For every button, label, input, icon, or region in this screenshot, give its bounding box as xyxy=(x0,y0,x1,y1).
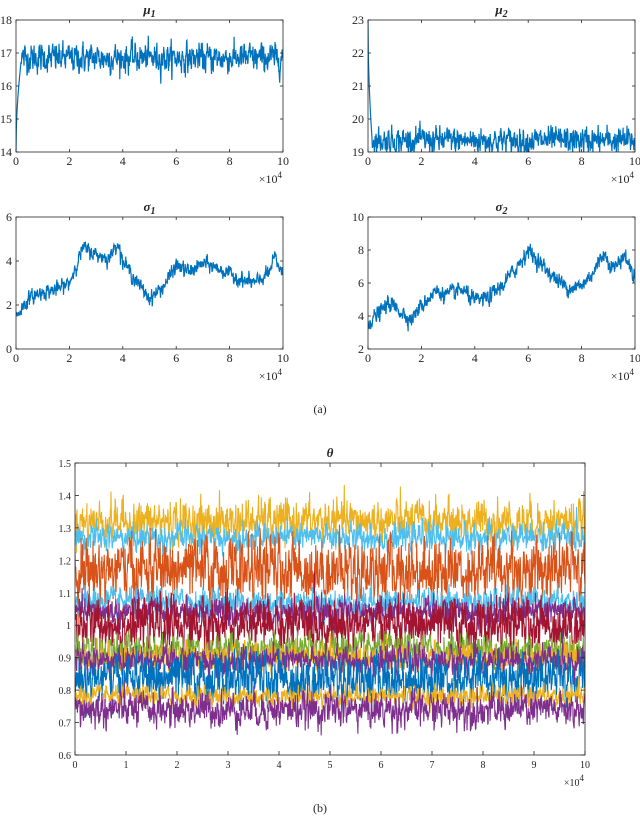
series-line-12 xyxy=(75,680,585,736)
x-tick-label: 6 xyxy=(379,760,384,771)
x-tick-label: 10 xyxy=(277,351,289,365)
y-tick-label: 6 xyxy=(6,210,12,224)
x-tick-label: 5 xyxy=(328,760,333,771)
y-tick-label: 21 xyxy=(352,79,364,93)
x-tick-label: 6 xyxy=(525,154,531,168)
series-line-1 xyxy=(368,243,635,332)
x-tick-label: 8 xyxy=(227,154,233,168)
x-tick-label: 9 xyxy=(532,760,537,771)
series-line-3 xyxy=(75,524,585,624)
y-tick-label: 0.6 xyxy=(59,751,72,762)
y-tick-label: 19 xyxy=(352,145,364,159)
x-tick-label: 0 xyxy=(13,154,19,168)
x-tick-label: 2 xyxy=(418,154,424,168)
x-exponent-label: ×104 xyxy=(259,367,283,383)
y-tick-label: 23 xyxy=(352,13,364,27)
x-tick-label: 0 xyxy=(365,154,371,168)
x-tick-label: 0 xyxy=(365,351,371,365)
axes-box xyxy=(15,216,284,350)
y-tick-label: 2 xyxy=(358,342,364,356)
x-tick-label: 2 xyxy=(175,760,180,771)
x-exponent-label: ×104 xyxy=(259,170,283,186)
x-exponent-label: ×104 xyxy=(611,170,635,186)
x-exponent-label: ×104 xyxy=(564,773,585,789)
series-group xyxy=(16,35,283,152)
caption-a: (a) xyxy=(313,402,326,416)
chart-title: μ2 xyxy=(494,2,507,20)
y-tick-label: 2 xyxy=(6,298,12,312)
x-tick-label: 0 xyxy=(13,351,19,365)
y-tick-label: 18 xyxy=(0,13,12,27)
y-tick-label: 16 xyxy=(0,79,12,93)
x-tick-label: 4 xyxy=(277,760,282,771)
chart-title: θ xyxy=(327,445,334,460)
x-tick-label: 4 xyxy=(120,351,126,365)
y-tick-label: 4 xyxy=(6,254,12,268)
series-line-1 xyxy=(16,35,283,152)
x-tick-label: 1 xyxy=(124,760,129,771)
x-tick-label: 6 xyxy=(173,351,179,365)
y-tick-label: 22 xyxy=(352,46,364,60)
x-tick-label: 6 xyxy=(525,351,531,365)
y-tick-label: 6 xyxy=(358,276,364,290)
y-tick-label: 0.8 xyxy=(59,686,72,697)
series-group xyxy=(16,241,283,317)
chart-title: σ1 xyxy=(143,199,155,217)
chart-title: μ1 xyxy=(142,2,155,20)
x-tick-label: 7 xyxy=(430,760,435,771)
y-tick-label: 1.1 xyxy=(59,589,72,600)
x-tick-label: 2 xyxy=(66,351,72,365)
x-tick-label: 0 xyxy=(73,760,78,771)
chart-sigma1: 0 2 4 6 8 10 0 2 4 6 ×104 σ1 xyxy=(6,199,289,383)
chart-mu2: 0 2 4 6 8 10 19 20 21 22 23 ×104 μ2 xyxy=(352,2,640,186)
y-tick-label: 1.2 xyxy=(59,556,72,567)
x-tick-label: 8 xyxy=(481,760,486,771)
y-tick-label: 20 xyxy=(352,112,364,126)
series-group xyxy=(368,20,635,152)
y-tick-label: 1.5 xyxy=(59,459,72,470)
series-group xyxy=(368,243,635,332)
series-line-1 xyxy=(16,241,283,317)
x-tick-label: 6 xyxy=(173,154,179,168)
series-group xyxy=(75,484,585,736)
chart-title: σ2 xyxy=(495,199,507,217)
axes-box xyxy=(15,19,284,153)
x-tick-label: 10 xyxy=(629,154,640,168)
y-tick-label: 1.3 xyxy=(59,524,72,535)
x-tick-label: 3 xyxy=(226,760,231,771)
y-tick-label: 10 xyxy=(352,210,364,224)
series-line-1 xyxy=(368,20,635,152)
x-tick-label: 10 xyxy=(580,760,590,771)
series-line-1 xyxy=(75,484,585,555)
x-tick-label: 2 xyxy=(418,351,424,365)
y-tick-label: 0 xyxy=(6,342,12,356)
x-tick-label: 4 xyxy=(120,154,126,168)
x-tick-label: 10 xyxy=(629,351,640,365)
x-tick-label: 10 xyxy=(277,154,289,168)
x-tick-label: 4 xyxy=(472,351,478,365)
y-tick-label: 0.9 xyxy=(59,654,72,665)
x-tick-label: 2 xyxy=(66,154,72,168)
y-tick-label: 4 xyxy=(358,309,364,323)
x-tick-label: 8 xyxy=(227,351,233,365)
x-tick-label: 8 xyxy=(579,154,585,168)
chart-theta: 0 1 2 3 4 5 6 7 8 9 10 0.6 0.7 0.8 0.9 1 1.1 1.2 1.3 1.4 1.5… xyxy=(59,445,591,789)
y-tick-label: 8 xyxy=(358,243,364,257)
y-tick-label: 1.4 xyxy=(59,491,72,502)
x-tick-label: 8 xyxy=(579,351,585,365)
chart-mu1: 0 2 4 6 8 10 14 15 16 17 18 ×104 μ1 xyxy=(0,2,289,186)
y-tick-label: 15 xyxy=(0,112,12,126)
caption-b: (b) xyxy=(313,801,327,815)
series-line-6 xyxy=(75,571,585,668)
y-tick-label: 14 xyxy=(0,145,12,159)
y-tick-label: 0.7 xyxy=(59,719,72,730)
y-tick-label: 17 xyxy=(0,46,12,60)
series-line-9 xyxy=(75,630,585,685)
x-exponent-label: ×104 xyxy=(611,367,635,383)
x-tick-label: 4 xyxy=(472,154,478,168)
y-tick-label: 1 xyxy=(66,621,71,632)
